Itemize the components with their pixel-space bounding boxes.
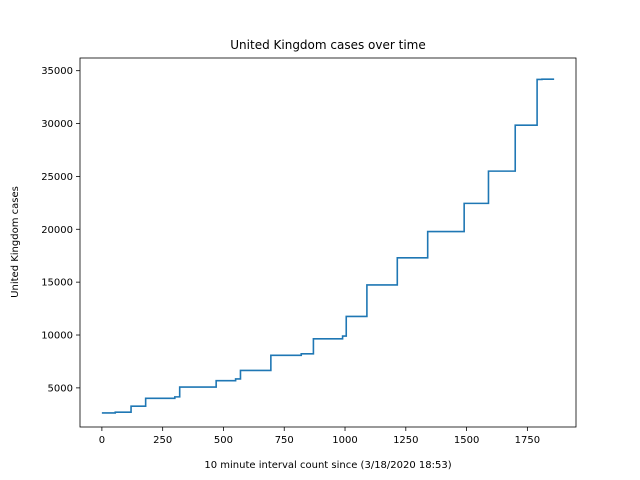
x-tick-label: 1250 [393,435,418,446]
y-tick-label: 30000 [41,119,73,130]
y-tick-label: 10000 [41,331,73,342]
x-tick-label: 750 [275,435,294,446]
y-tick-label: 15000 [41,278,73,289]
x-axis-label: 10 minute interval count since (3/18/202… [204,460,451,471]
y-tick-label: 35000 [41,66,73,77]
x-axis: 0 250 500 750 1000 1250 1500 1750 [99,427,540,446]
series-line [101,78,555,414]
plot-frame [79,57,577,428]
x-tick-label: 1000 [332,435,357,446]
x-tick-label: 1750 [515,435,540,446]
x-tick-label: 500 [214,435,233,446]
plot-area [101,78,555,414]
y-tick-label: 5000 [48,383,73,394]
x-tick-label: 0 [99,435,105,446]
y-tick-label: 20000 [41,225,73,236]
y-axis-label: United Kingdom cases [10,186,21,298]
x-tick-label: 250 [153,435,172,446]
y-axis: 5000 10000 15000 20000 25000 30000 35000 [41,66,80,394]
y-tick-label: 25000 [41,172,73,183]
chart-title: United Kingdom cases over time [230,38,425,52]
x-tick-label: 1500 [454,435,479,446]
